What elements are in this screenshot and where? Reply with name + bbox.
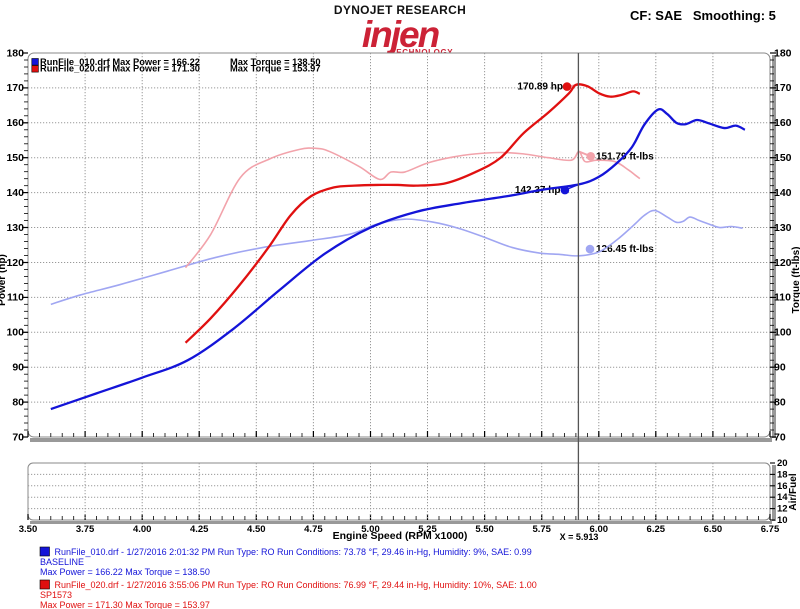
svg-text:70: 70	[774, 431, 786, 443]
svg-text:16: 16	[777, 481, 788, 492]
svg-text:160: 160	[774, 117, 792, 129]
svg-text:3.50: 3.50	[19, 524, 38, 535]
svg-text:120: 120	[774, 257, 792, 269]
svg-text:150: 150	[774, 152, 792, 164]
svg-text:80: 80	[774, 396, 786, 408]
svg-text:160: 160	[6, 117, 24, 129]
svg-text:Power (hp): Power (hp)	[0, 254, 8, 306]
svg-text:18: 18	[777, 469, 788, 480]
svg-text:5.75: 5.75	[532, 524, 551, 535]
svg-text:Air/Fuel: Air/Fuel	[788, 473, 799, 510]
svg-text:12: 12	[777, 504, 788, 515]
svg-text:5.50: 5.50	[475, 524, 494, 535]
svg-text:X = 5.913: X = 5.913	[560, 532, 599, 542]
svg-text:4.75: 4.75	[304, 524, 323, 535]
svg-text:RunFile_020.drf Max Power = 17: RunFile_020.drf Max Power = 171.30 Max To…	[40, 64, 321, 74]
svg-text:100: 100	[774, 327, 792, 339]
svg-text:Max Power = 166.22 Max Torqu: Max Power = 166.22 Max Torque = 138.50	[40, 567, 210, 577]
svg-text:Torque (ft-lbs): Torque (ft-lbs)	[791, 246, 800, 313]
svg-text:4.00: 4.00	[133, 524, 152, 535]
svg-text:4.50: 4.50	[247, 524, 266, 535]
svg-text:RunFile_010.drf - 1/27/2016 2:: RunFile_010.drf - 1/27/2016 2:01:32 PM R…	[55, 547, 532, 557]
svg-text:RunFile_020.drf - 1/27/2016 3:: RunFile_020.drf - 1/27/2016 3:55:06 PM R…	[55, 580, 537, 590]
svg-text:Engine Speed (RPM x1000): Engine Speed (RPM x1000)	[333, 530, 468, 542]
svg-text:14: 14	[777, 492, 788, 503]
svg-text:SP1573: SP1573	[40, 590, 72, 600]
svg-text:130: 130	[774, 222, 792, 234]
svg-text:110: 110	[7, 292, 24, 304]
svg-text:6.25: 6.25	[647, 524, 666, 535]
svg-text:100: 100	[6, 327, 24, 339]
svg-text:BASELINE: BASELINE	[40, 557, 84, 567]
svg-text:140: 140	[774, 187, 792, 199]
svg-text:70: 70	[12, 431, 24, 443]
svg-text:20: 20	[777, 458, 788, 469]
svg-text:4.25: 4.25	[190, 524, 209, 535]
svg-text:180: 180	[774, 47, 792, 59]
svg-text:170.89 hp: 170.89 hp	[517, 82, 563, 93]
svg-text:110: 110	[774, 292, 791, 304]
svg-text:80: 80	[12, 396, 24, 408]
svg-text:120: 120	[6, 257, 24, 269]
svg-text:150: 150	[6, 152, 24, 164]
svg-text:170: 170	[6, 82, 24, 94]
svg-text:Max Power = 171.30 Max Torqu: Max Power = 171.30 Max Torque = 153.97	[40, 600, 210, 609]
svg-text:130: 130	[6, 222, 24, 234]
svg-text:140: 140	[6, 187, 24, 199]
svg-text:170: 170	[774, 82, 792, 94]
svg-text:180: 180	[6, 47, 24, 59]
svg-text:3.75: 3.75	[76, 524, 95, 535]
svg-text:10: 10	[777, 515, 788, 526]
svg-text:90: 90	[774, 362, 786, 374]
svg-text:90: 90	[12, 362, 24, 374]
svg-text:6.50: 6.50	[704, 524, 723, 535]
